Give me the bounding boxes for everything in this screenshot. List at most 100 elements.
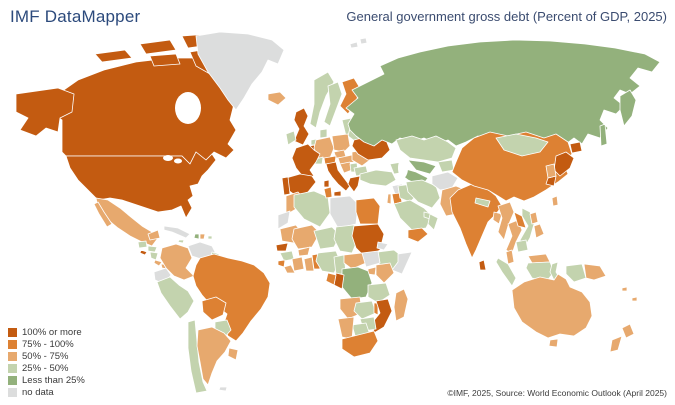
country-mongolia[interactable] <box>495 133 549 157</box>
country-eritrea[interactable] <box>376 241 389 251</box>
country-dominican-republic[interactable] <box>199 233 206 240</box>
country-nicaragua[interactable] <box>149 251 159 261</box>
country-oman[interactable] <box>427 213 439 231</box>
country-liberia[interactable] <box>283 264 296 274</box>
country-canada[interactable] <box>149 53 181 67</box>
country-myanmar[interactable] <box>497 201 515 241</box>
country-canada[interactable] <box>94 49 133 63</box>
country-new-zealand-south[interactable] <box>609 335 623 353</box>
country-malaysia-peninsula[interactable] <box>505 249 515 265</box>
country-australia-tasmania[interactable] <box>548 338 559 348</box>
country-peru[interactable] <box>156 276 195 320</box>
country-svalbard[interactable] <box>349 41 359 49</box>
country-costa-rica[interactable] <box>153 259 163 267</box>
country-japan-honshu[interactable] <box>553 151 575 177</box>
country-poland[interactable] <box>331 133 351 153</box>
country-cambodia[interactable] <box>515 239 529 253</box>
country-turkey[interactable] <box>359 169 397 187</box>
country-sierra-leone[interactable] <box>277 259 286 268</box>
country-greenland[interactable] <box>195 31 285 111</box>
country-iceland[interactable] <box>267 91 287 106</box>
country-argentina[interactable] <box>196 326 232 386</box>
country-pacific-islands[interactable] <box>621 286 628 292</box>
country-denmark[interactable] <box>319 128 328 139</box>
app-brand[interactable]: IMF DataMapper <box>10 7 141 26</box>
country-nepal[interactable] <box>474 197 491 208</box>
country-italy[interactable] <box>323 179 330 188</box>
country-indonesia-papua[interactable] <box>565 263 587 283</box>
country-tanzania[interactable] <box>367 282 391 304</box>
country-iran[interactable] <box>405 179 441 209</box>
country-usa[interactable] <box>65 151 217 219</box>
country-portugal[interactable] <box>281 176 291 196</box>
country-papua-new-guinea[interactable] <box>583 263 607 281</box>
country-mali[interactable] <box>291 224 321 250</box>
country-laos[interactable] <box>513 211 527 229</box>
country-central-african-republic[interactable] <box>343 252 367 270</box>
country-australia[interactable] <box>511 273 593 339</box>
country-svalbard[interactable] <box>359 37 368 45</box>
country-uzbekistan[interactable] <box>407 159 437 175</box>
country-new-zealand-north[interactable] <box>621 323 635 339</box>
country-russia-sakhalin[interactable] <box>599 123 608 147</box>
country-russia[interactable] <box>345 39 661 147</box>
country-bolivia[interactable] <box>201 296 227 321</box>
country-madagascar[interactable] <box>393 288 409 322</box>
country-falkland-islands[interactable] <box>218 386 228 392</box>
country-burkina-faso[interactable] <box>297 246 311 257</box>
country-haiti[interactable] <box>193 233 200 240</box>
country-canada[interactable] <box>139 39 177 55</box>
country-indonesia-sumatra[interactable] <box>495 257 517 287</box>
country-sri-lanka[interactable] <box>478 259 487 271</box>
country-south-africa[interactable] <box>341 330 379 358</box>
country-zambia[interactable] <box>353 300 377 320</box>
country-el-salvador[interactable] <box>139 249 148 256</box>
country-brazil[interactable] <box>192 253 271 342</box>
country-ireland[interactable] <box>285 130 297 146</box>
country-chile[interactable] <box>187 319 208 394</box>
country-sweden[interactable] <box>323 81 343 127</box>
country-greece[interactable] <box>347 175 361 193</box>
country-israel[interactable] <box>386 193 392 205</box>
country-south-korea[interactable] <box>545 163 557 179</box>
country-malaysia-borneo[interactable] <box>527 253 551 264</box>
country-kenya[interactable] <box>375 262 395 284</box>
country-bangladesh[interactable] <box>492 211 503 225</box>
country-canada[interactable] <box>49 57 237 165</box>
country-gabon[interactable] <box>325 272 337 286</box>
country-nigeria[interactable] <box>315 250 341 274</box>
country-mexico[interactable] <box>147 229 161 241</box>
country-algeria[interactable] <box>293 190 331 228</box>
country-somalia[interactable] <box>391 251 413 275</box>
country-kyrgyzstan-tajikistan[interactable] <box>437 159 455 173</box>
country-france[interactable] <box>291 143 321 179</box>
country-philippines[interactable] <box>533 223 545 239</box>
country-taiwan[interactable] <box>551 195 559 207</box>
country-namibia[interactable] <box>337 316 355 340</box>
country-libya[interactable] <box>329 195 359 229</box>
country-italy[interactable] <box>333 190 342 197</box>
country-senegal[interactable] <box>275 242 289 252</box>
country-tunisia[interactable] <box>323 186 333 199</box>
country-italy[interactable] <box>325 161 351 192</box>
country-egypt[interactable] <box>355 197 381 225</box>
country-honduras[interactable] <box>147 245 158 253</box>
country-uruguay[interactable] <box>227 347 239 361</box>
country-pacific-islands[interactable] <box>631 296 638 302</box>
country-philippines[interactable] <box>529 211 539 225</box>
country-ghana[interactable] <box>303 256 315 272</box>
country-south-sudan[interactable] <box>361 250 381 268</box>
country-mozambique[interactable] <box>371 298 393 334</box>
country-western-sahara[interactable] <box>277 210 291 230</box>
country-yemen[interactable] <box>407 227 429 243</box>
country-drc[interactable] <box>341 266 373 300</box>
country-kazakhstan[interactable] <box>395 135 457 163</box>
country-uk[interactable] <box>293 107 310 146</box>
country-puerto-rico[interactable] <box>207 235 213 240</box>
country-mexico[interactable] <box>93 201 113 228</box>
country-guatemala[interactable] <box>137 240 148 249</box>
country-jamaica[interactable] <box>177 239 185 244</box>
country-cuba[interactable] <box>163 225 191 239</box>
country-usa-alaska[interactable] <box>15 87 75 137</box>
country-chad[interactable] <box>333 224 359 254</box>
